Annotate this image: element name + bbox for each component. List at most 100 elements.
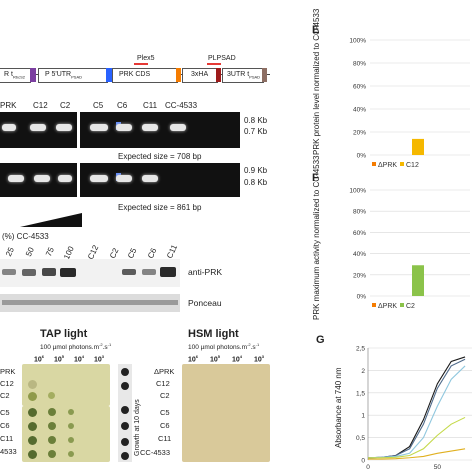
series-line: [367, 358, 466, 459]
y-tick-label: 40%: [353, 251, 366, 258]
segment-3xha: 3xHA: [182, 68, 218, 83]
gel-lane-label: C12: [33, 101, 48, 110]
marker-0-8kb-lower: 0.8 Kb: [244, 178, 268, 187]
western-lane-label: C11: [165, 243, 180, 260]
primer-label-plpsad: PLPSAD: [208, 55, 236, 62]
legend-swatch: [372, 303, 376, 307]
strain-label: C6: [0, 421, 10, 430]
western-lane-label: C2: [108, 246, 121, 260]
bar: [412, 138, 424, 155]
strain-label: CC-4533: [140, 448, 171, 457]
y-tick-label: 0: [361, 458, 365, 465]
hsm-light-title: HSM light: [188, 328, 239, 340]
y-tick-label: 60%: [353, 84, 366, 91]
western-lane-label: 50: [24, 245, 36, 258]
strain-label: C12: [156, 379, 170, 388]
y-tick-label: 40%: [353, 107, 366, 114]
growth-side-column: [118, 364, 132, 462]
legend-swatch: [372, 162, 376, 166]
y-tick-label: 0%: [357, 153, 367, 160]
gel-lane-label: C5: [93, 101, 104, 110]
legend-swatch: [400, 303, 404, 307]
y-tick-label: 20%: [353, 130, 366, 137]
anti-prk-blot: [0, 259, 180, 287]
series-line: [368, 448, 466, 460]
expected-size-gel2: Expected size = 861 bp: [118, 203, 202, 212]
western-lane-label: 75: [44, 245, 56, 258]
strain-label: C5: [160, 408, 170, 417]
gel-lane-label: C2: [60, 101, 71, 110]
strain-label: 4533: [0, 447, 17, 456]
strain-label: C11: [0, 434, 14, 443]
gel-top-left: [0, 112, 77, 148]
primer-arrow-plpsad: [207, 63, 221, 65]
tap-light-title: TAP light: [40, 328, 88, 340]
strain-label: C12: [0, 379, 14, 388]
legend-label: C2: [406, 303, 415, 310]
chart-g: 2,5 2 1,5 1 0,5 00 50: [356, 346, 472, 471]
strain-label: C2: [160, 391, 170, 400]
strain-label: C2: [0, 391, 10, 400]
x-tick-label: 0: [366, 464, 370, 471]
y-tick-label: 2: [361, 368, 365, 375]
marker-0-8kb: 0.8 Kb: [244, 116, 268, 125]
panel-letter-f: F: [312, 172, 319, 184]
series-line: [367, 365, 466, 459]
x-tick-label: 50: [434, 464, 442, 471]
strain-label: PRK: [0, 367, 16, 376]
legend-label: ΔPRK: [378, 303, 397, 310]
gel-lane-label: CC-4533: [165, 101, 198, 110]
chart-f-ylabel: PRK maximum activity normalized to CC-45…: [312, 155, 321, 321]
series-line: [367, 356, 466, 459]
anti-prk-label: anti-PRK: [188, 267, 223, 277]
chart-e: 100% 80% 60% 40% 20% 0% ΔPRK C12: [349, 38, 470, 169]
panel-letter-e: E: [312, 24, 320, 36]
series-line: [368, 416, 466, 459]
y-tick-label: 100%: [349, 38, 366, 45]
gel-bottom-left: [0, 163, 77, 197]
western-lane-label: C5: [126, 246, 139, 260]
chart-e-ylabel: PRK protein level normalized to CC-4533: [312, 8, 321, 155]
marker-0-9kb: 0.9 Kb: [244, 166, 268, 175]
segment-prk-cds: PRK CDS: [112, 68, 178, 83]
segment-terminator-rbcs2: R tRbcS2: [0, 68, 31, 83]
y-tick-label: 60%: [353, 230, 366, 237]
strain-label: ΔPRK: [154, 367, 175, 376]
segment-terminator-psad: 3UTR tPSAD: [222, 68, 264, 83]
ponceau-label: Ponceau: [188, 298, 222, 308]
western-lane-label: 25: [4, 245, 16, 258]
primer-arrow-plex5: [134, 63, 148, 65]
y-tick-label: 1: [361, 413, 365, 420]
light-conditions-hsm: 100 µmol photons.m-2.s-1: [188, 342, 260, 352]
light-conditions: 100 µmol photons.m-2.s-1: [40, 342, 112, 352]
y-tick-label: 80%: [353, 209, 366, 216]
gel-top-right: [80, 112, 240, 148]
strain-label: C6: [160, 421, 170, 430]
legend-swatch: [400, 162, 404, 166]
tap-plate-top: [22, 364, 110, 406]
y-tick-label: 2,5: [356, 346, 365, 353]
legend-label: C12: [406, 162, 419, 169]
tap-plate-bottom: [22, 406, 110, 462]
gel-lane-label: PRK: [0, 101, 17, 110]
panel-letter-g: G: [316, 334, 325, 346]
y-tick-label: 80%: [353, 61, 366, 68]
chart-f: 100% 80% 60% 40% 20% 0% ΔPRK C2: [349, 188, 470, 310]
western-header: (%) CC-4533: [2, 232, 49, 241]
gel-lane-label: C11: [143, 101, 158, 110]
primer-label-plex5: Plex5: [137, 55, 155, 62]
y-tick-label: 0%: [357, 294, 367, 301]
gradient-wedge: [20, 213, 82, 227]
y-tick-label: 1,5: [356, 390, 365, 397]
gel-bottom-right: [80, 163, 240, 197]
strain-label: C5: [0, 408, 10, 417]
chart-g-ylabel: Absorbance at 740 nm: [334, 367, 343, 449]
y-tick-label: 20%: [353, 272, 366, 279]
y-tick-label: 0,5: [356, 435, 365, 442]
legend-label: ΔPRK: [378, 162, 397, 169]
y-tick-label: 100%: [349, 188, 366, 195]
expected-size-gel1: Expected size = 708 bp: [118, 152, 202, 161]
gel-lane-label: C6: [117, 101, 128, 110]
strain-label: C11: [158, 434, 172, 443]
hsm-plate: [182, 364, 270, 462]
